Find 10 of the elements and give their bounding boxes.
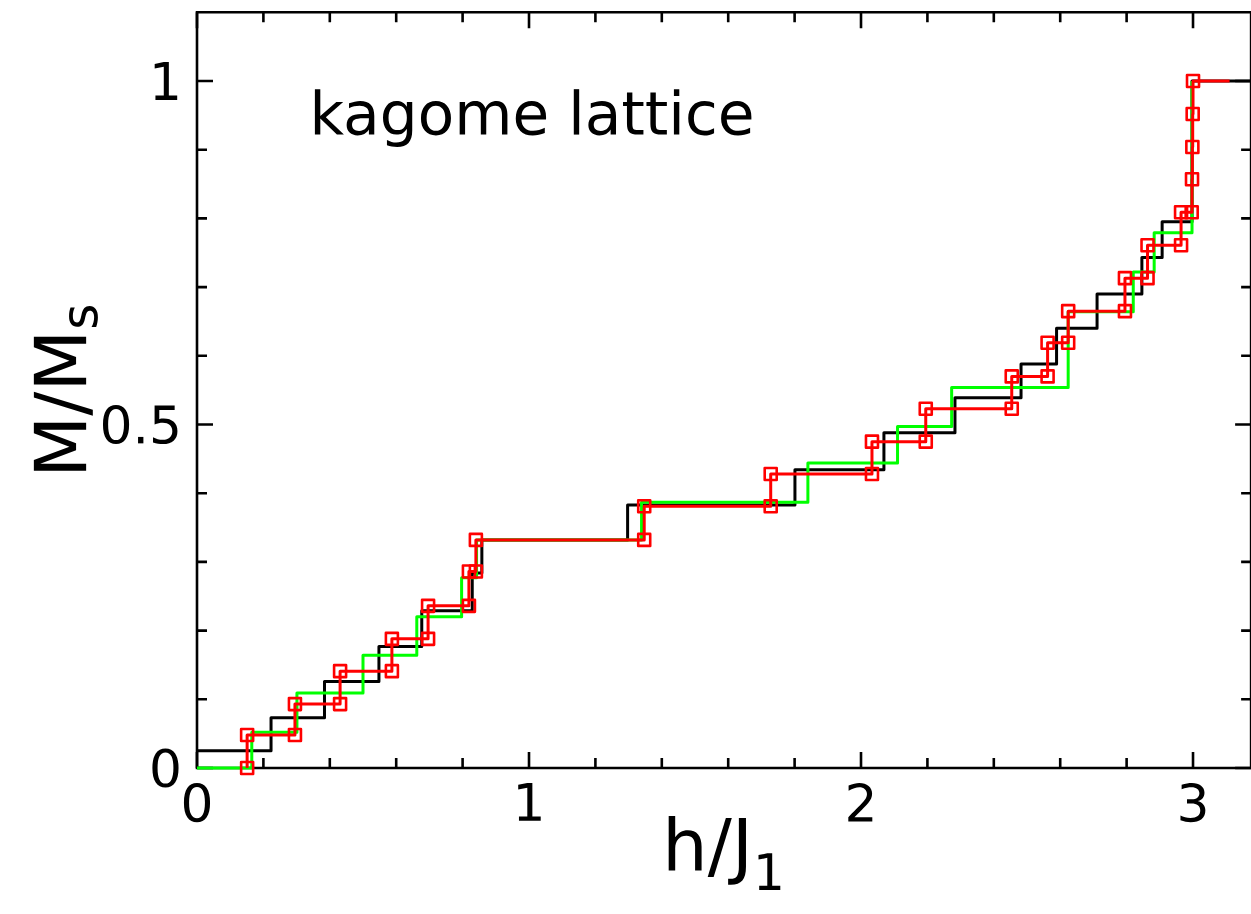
y-tick-label: 0.5	[102, 404, 178, 445]
x-axis-title: h/J$_{1}$	[668, 815, 781, 890]
y-tick-label: 0	[152, 748, 179, 788]
x-tick-label: 0	[183, 783, 211, 823]
annotation: kagome lattice	[314, 89, 752, 148]
x-tick-label: 2	[848, 783, 873, 822]
x-tick-label: 3	[1180, 783, 1206, 823]
y-axis-title: M/M$_{s}$	[33, 306, 98, 471]
y-tick-label: 1	[154, 62, 178, 100]
x-tick-label: 1	[518, 783, 541, 821]
